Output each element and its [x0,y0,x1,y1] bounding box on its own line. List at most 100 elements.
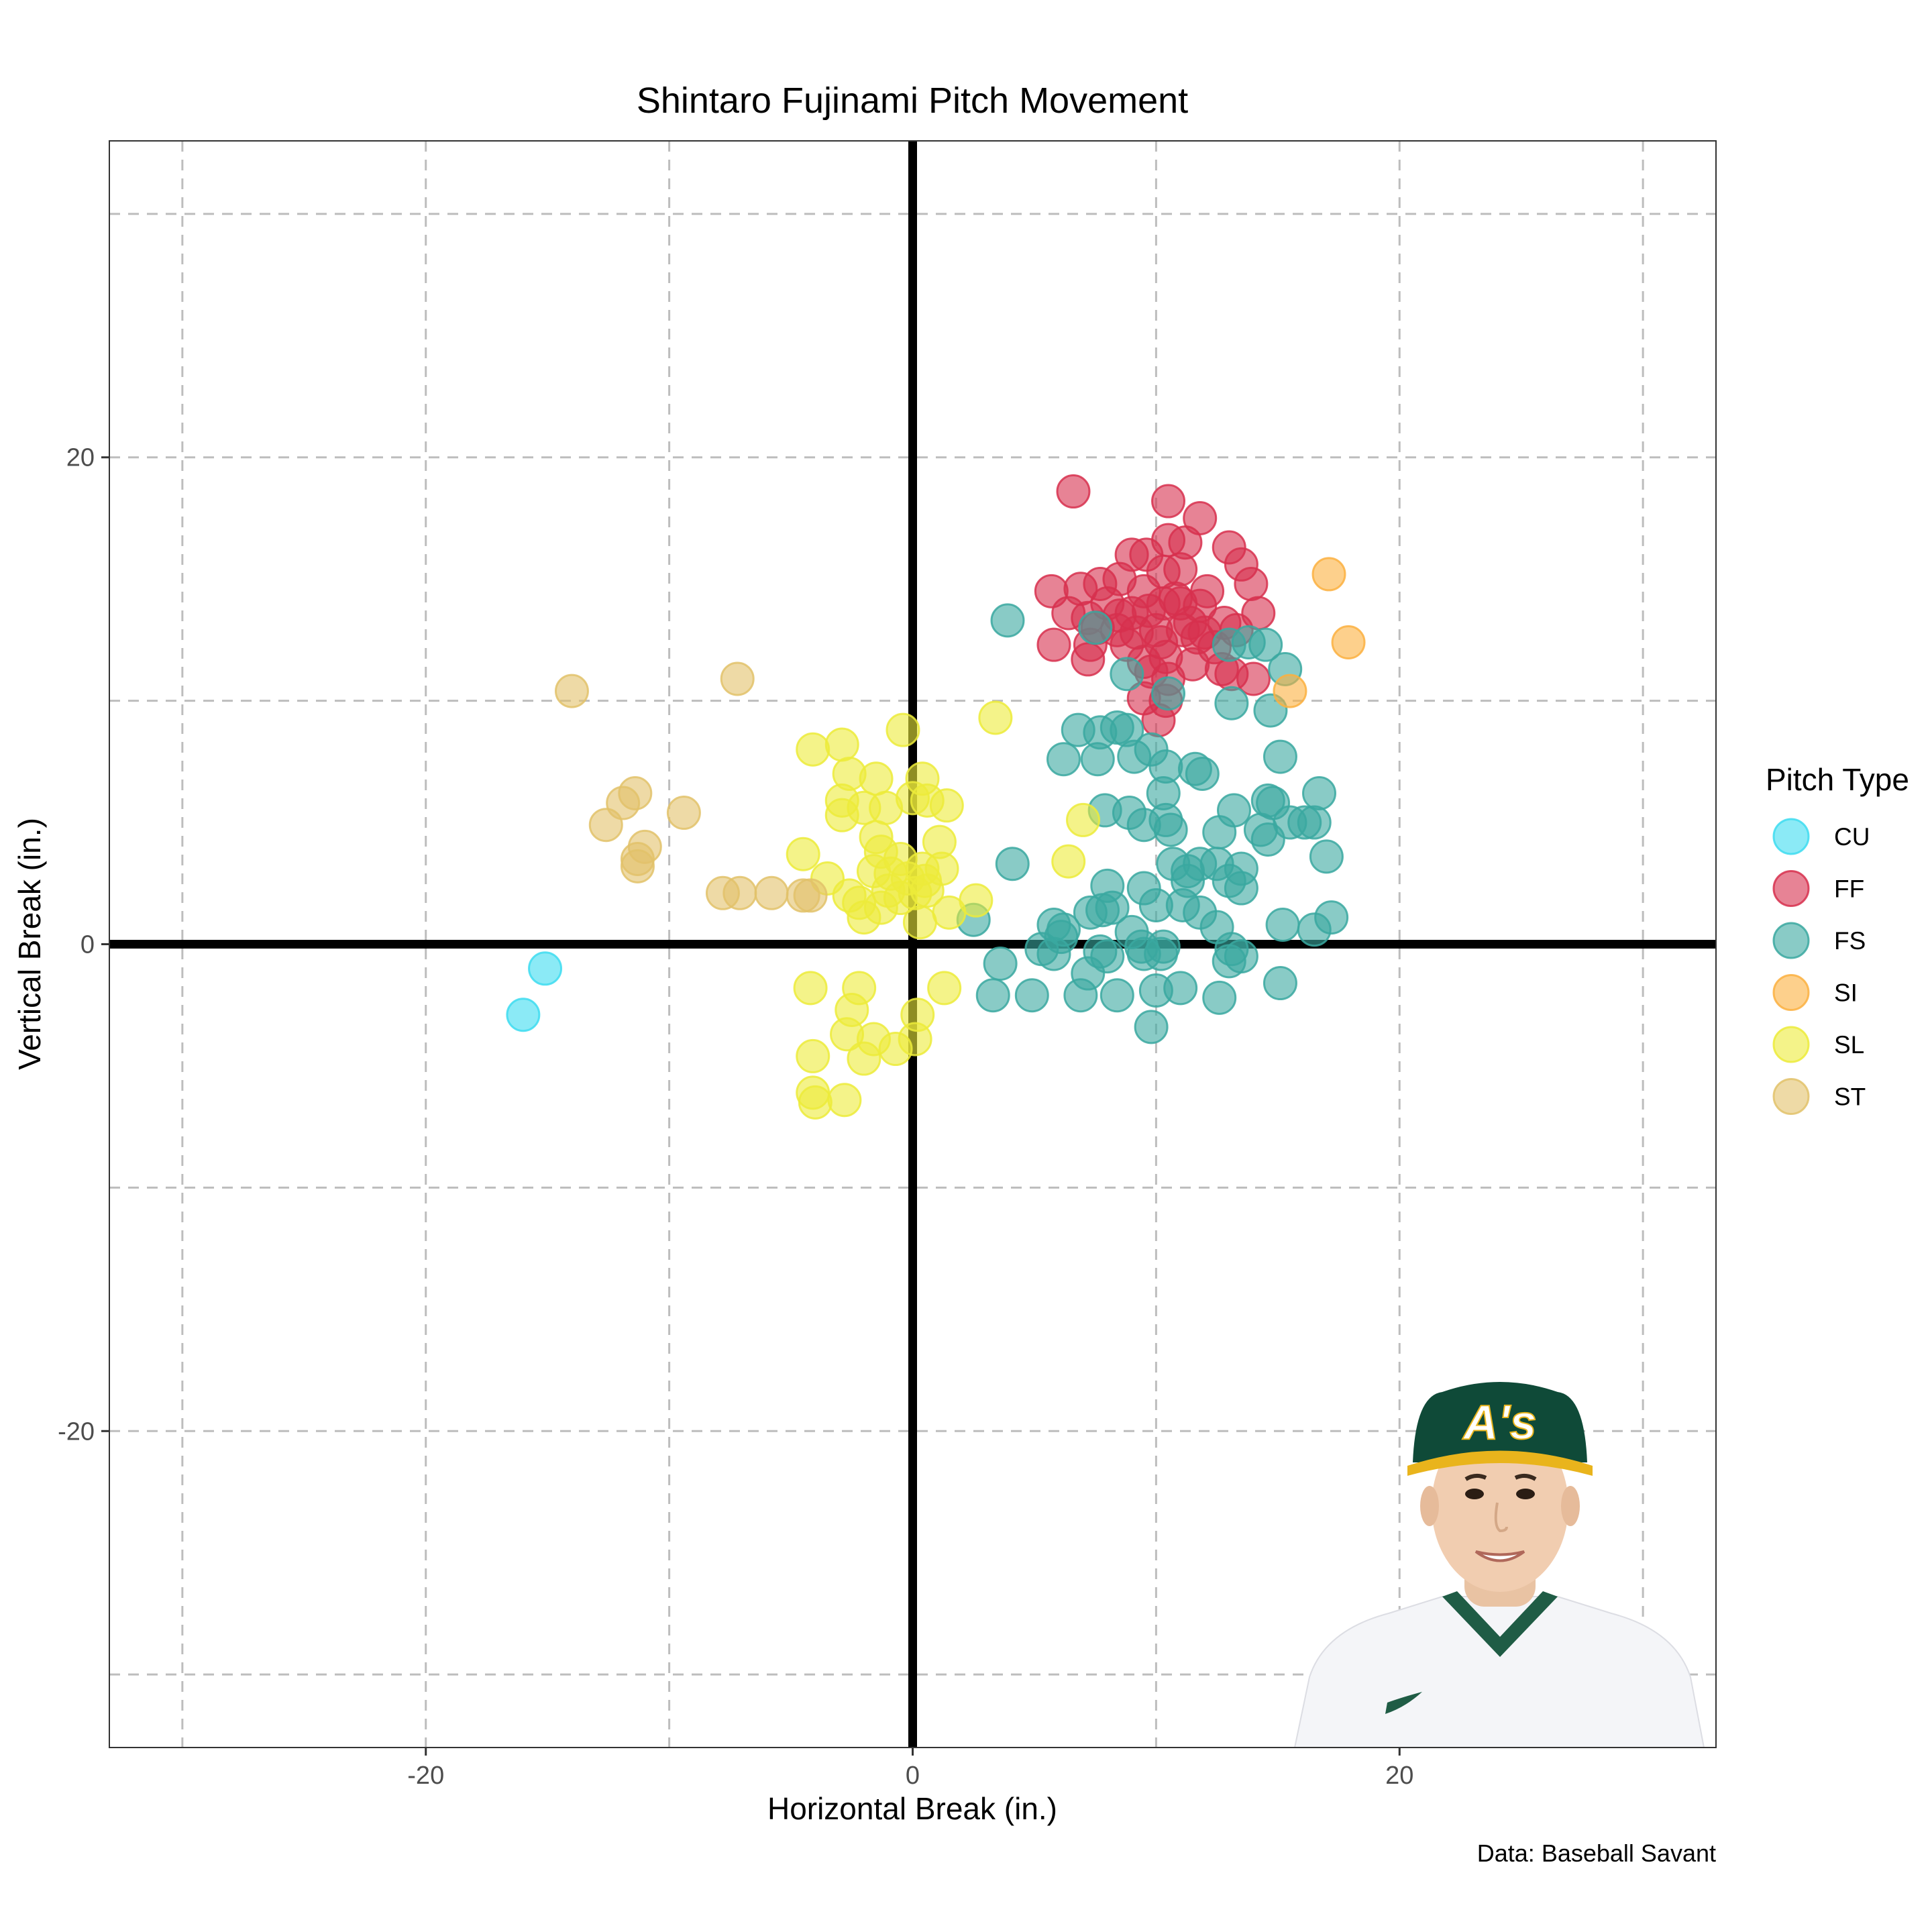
data-point-fs [1144,936,1179,971]
legend-item-si: SI [1772,974,1858,1011]
legend-item-sl: SL [1772,1026,1864,1063]
data-point-sl [824,798,859,833]
legend-label: FF [1834,875,1864,903]
legend-item-fs: FS [1772,922,1866,959]
data-point-fs [975,978,1010,1013]
y-axis-title: Vertical Break (in.) [12,818,47,1070]
data-point-fs [1212,944,1246,979]
chart-title: Shintaro Fujinami Pitch Movement [637,80,1188,121]
data-point-fs [1099,978,1134,1013]
data-point-st [705,875,740,910]
data-point-sl [796,1038,830,1073]
legend-items: CU FF FS SI SL ST [1772,818,1870,1115]
data-point-st [720,661,755,696]
data-point-fs [1080,742,1115,777]
data-point-fs [1202,980,1237,1015]
cap-brim-icon [1407,1450,1593,1476]
data-point-st [666,796,701,830]
legend-key-st [1772,1078,1810,1115]
x-axis-title: Horizontal Break (in.) [767,1791,1057,1826]
data-point-fs [1046,742,1081,777]
data-point-fs [983,947,1018,981]
data-point-st [554,674,589,708]
data-point-fs [1314,900,1349,935]
data-point-si [1311,557,1346,592]
data-point-sl [847,900,881,935]
data-point-fs [1302,776,1337,811]
cap-logo: A's [1462,1396,1536,1450]
data-point-fs [1263,966,1297,1001]
data-point-sl [847,1041,881,1076]
data-point-st [754,875,789,910]
series-si [1273,557,1366,708]
plot-panel: A's [109,140,1717,1748]
data-point-fs [1138,973,1173,1008]
data-point-fs [1214,686,1249,720]
player-photo: A's [1293,1382,1705,1748]
data-point-fs [1263,739,1297,774]
data-point-sl [796,732,830,767]
data-point-ff [1234,566,1269,601]
legend-label: SI [1834,979,1858,1007]
data-point-fs [1078,610,1113,645]
data-point-fs [1248,627,1283,662]
series-cu [506,951,563,1032]
data-point-sl [1051,844,1086,879]
data-point-fs [1309,839,1344,874]
legend: Pitch Type CU FF FS SI SL ST [1766,762,1909,1115]
data-point-sl [827,1083,862,1118]
eye-icon [1516,1489,1535,1499]
data-point-cu [528,951,563,986]
data-point-ff [1036,627,1071,662]
y-tick-label: 0 [80,931,95,959]
data-point-fs [1117,739,1152,774]
data-point-sl [786,837,820,871]
legend-item-ff: FF [1772,870,1864,907]
data-point-fs [990,603,1025,638]
data-point-sl [932,895,967,930]
legend-label: CU [1834,823,1870,851]
data-point-fs [1110,657,1144,692]
data-point-fs [1297,805,1332,840]
data-point-sl [978,700,1013,735]
data-point-fs [1202,815,1237,850]
jersey-logo-icon [1385,1692,1422,1714]
ear-icon [1561,1486,1580,1526]
data-source-caption: Data: Baseball Savant [1477,1839,1716,1867]
data-point-fs [1095,890,1130,925]
series-sl [786,700,1101,1120]
data-point-sl [824,727,859,762]
data-point-sl [929,788,964,823]
legend-item-st: ST [1772,1078,1866,1115]
x-tick-label: 20 [1385,1762,1413,1790]
data-point-sl [859,761,894,796]
data-point-st [588,808,623,843]
data-point-fs [1063,978,1098,1013]
data-point-sl [793,971,828,1006]
data-point-fs [1185,756,1220,791]
eyebrow-icon [1464,1474,1537,1481]
data-point-st [793,878,828,913]
axis-ticks: -20 -20 0 0 20 20 [58,444,1413,1790]
data-point-sl [902,905,937,940]
data-point-si [1331,625,1366,660]
data-point-sl [927,971,962,1006]
series-fs [956,603,1349,1044]
data-point-ff [1056,474,1091,509]
data-point-fs [995,847,1030,881]
data-point-sl [798,1085,833,1120]
nose-icon [1494,1502,1508,1533]
x-tick-label: -20 [407,1762,444,1790]
data-point-fs [1224,871,1258,906]
eye-icon [1465,1489,1484,1499]
legend-title: Pitch Type [1766,762,1909,797]
legend-key-sl [1772,1026,1810,1063]
data-point-ff [1236,661,1271,696]
data-point-si [1273,674,1307,708]
data-point-fs [1153,812,1188,847]
data-point-sl [878,1032,913,1067]
jersey-collar-icon [1442,1591,1558,1657]
legend-key-fs [1772,922,1810,959]
series-st [554,661,828,913]
